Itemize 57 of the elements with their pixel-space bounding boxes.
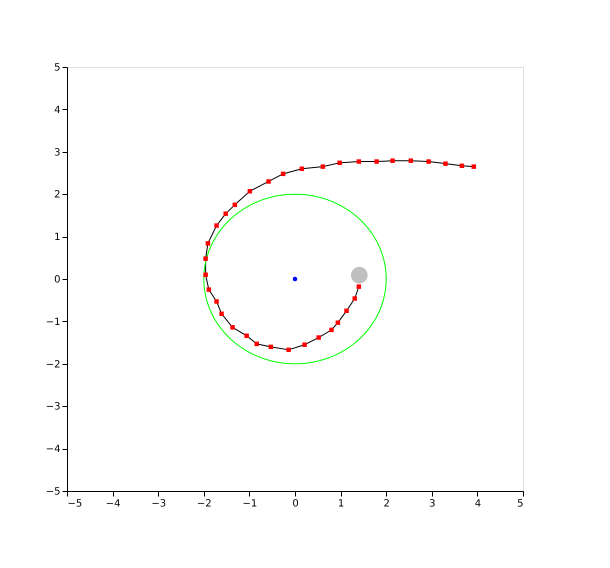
point	[352, 296, 357, 301]
point	[443, 161, 448, 166]
y-tick-label: 5	[54, 62, 60, 74]
y-tick-label: −5	[46, 486, 60, 498]
y-tick-label: −4	[46, 444, 60, 456]
x-tick-label: 1	[338, 498, 344, 510]
point	[374, 159, 379, 164]
point	[203, 272, 208, 277]
y-tick-label: 3	[54, 147, 60, 158]
point	[356, 159, 362, 164]
point	[206, 241, 210, 246]
point	[254, 342, 259, 346]
point	[280, 172, 286, 176]
y-tick-label: −2	[46, 359, 60, 370]
point	[244, 334, 249, 338]
point	[329, 328, 334, 332]
point	[219, 312, 224, 316]
point	[302, 342, 307, 347]
point	[230, 325, 235, 330]
point	[320, 164, 326, 169]
point	[223, 211, 228, 216]
x-tick-label: 4	[474, 498, 482, 510]
point	[232, 202, 238, 208]
x-tick-label: −5	[68, 498, 82, 510]
y-tick-label: 0	[54, 274, 60, 286]
y-tick-label: 4	[54, 104, 60, 116]
x-tick-label: −3	[151, 498, 166, 510]
point	[460, 164, 464, 168]
x-tick-label: 2	[384, 498, 390, 510]
point	[344, 308, 349, 314]
point	[300, 166, 304, 171]
point	[214, 223, 219, 228]
y-tick-label: 2	[54, 190, 60, 201]
y-tick-label: −3	[46, 402, 60, 413]
point	[336, 320, 340, 325]
x-tick-label: 0	[292, 498, 299, 510]
x-tick-label: 3	[429, 498, 436, 510]
y-tick-label: 1	[54, 232, 60, 244]
point	[316, 335, 321, 340]
x-tick-label: −1	[242, 498, 258, 510]
point	[472, 164, 476, 169]
point	[356, 284, 362, 289]
point	[426, 159, 431, 164]
point	[286, 348, 291, 352]
point	[266, 179, 271, 184]
point	[206, 287, 212, 292]
point	[248, 188, 252, 194]
point	[337, 160, 342, 166]
x-tick-label: −2	[196, 498, 212, 510]
point	[268, 344, 274, 350]
point	[214, 299, 219, 304]
x-tick-label: −4	[106, 498, 120, 510]
x-tick-label: 5	[517, 498, 524, 510]
point	[390, 158, 395, 163]
point	[408, 158, 414, 163]
point	[203, 256, 208, 261]
y-tick-label: −1	[46, 316, 60, 328]
